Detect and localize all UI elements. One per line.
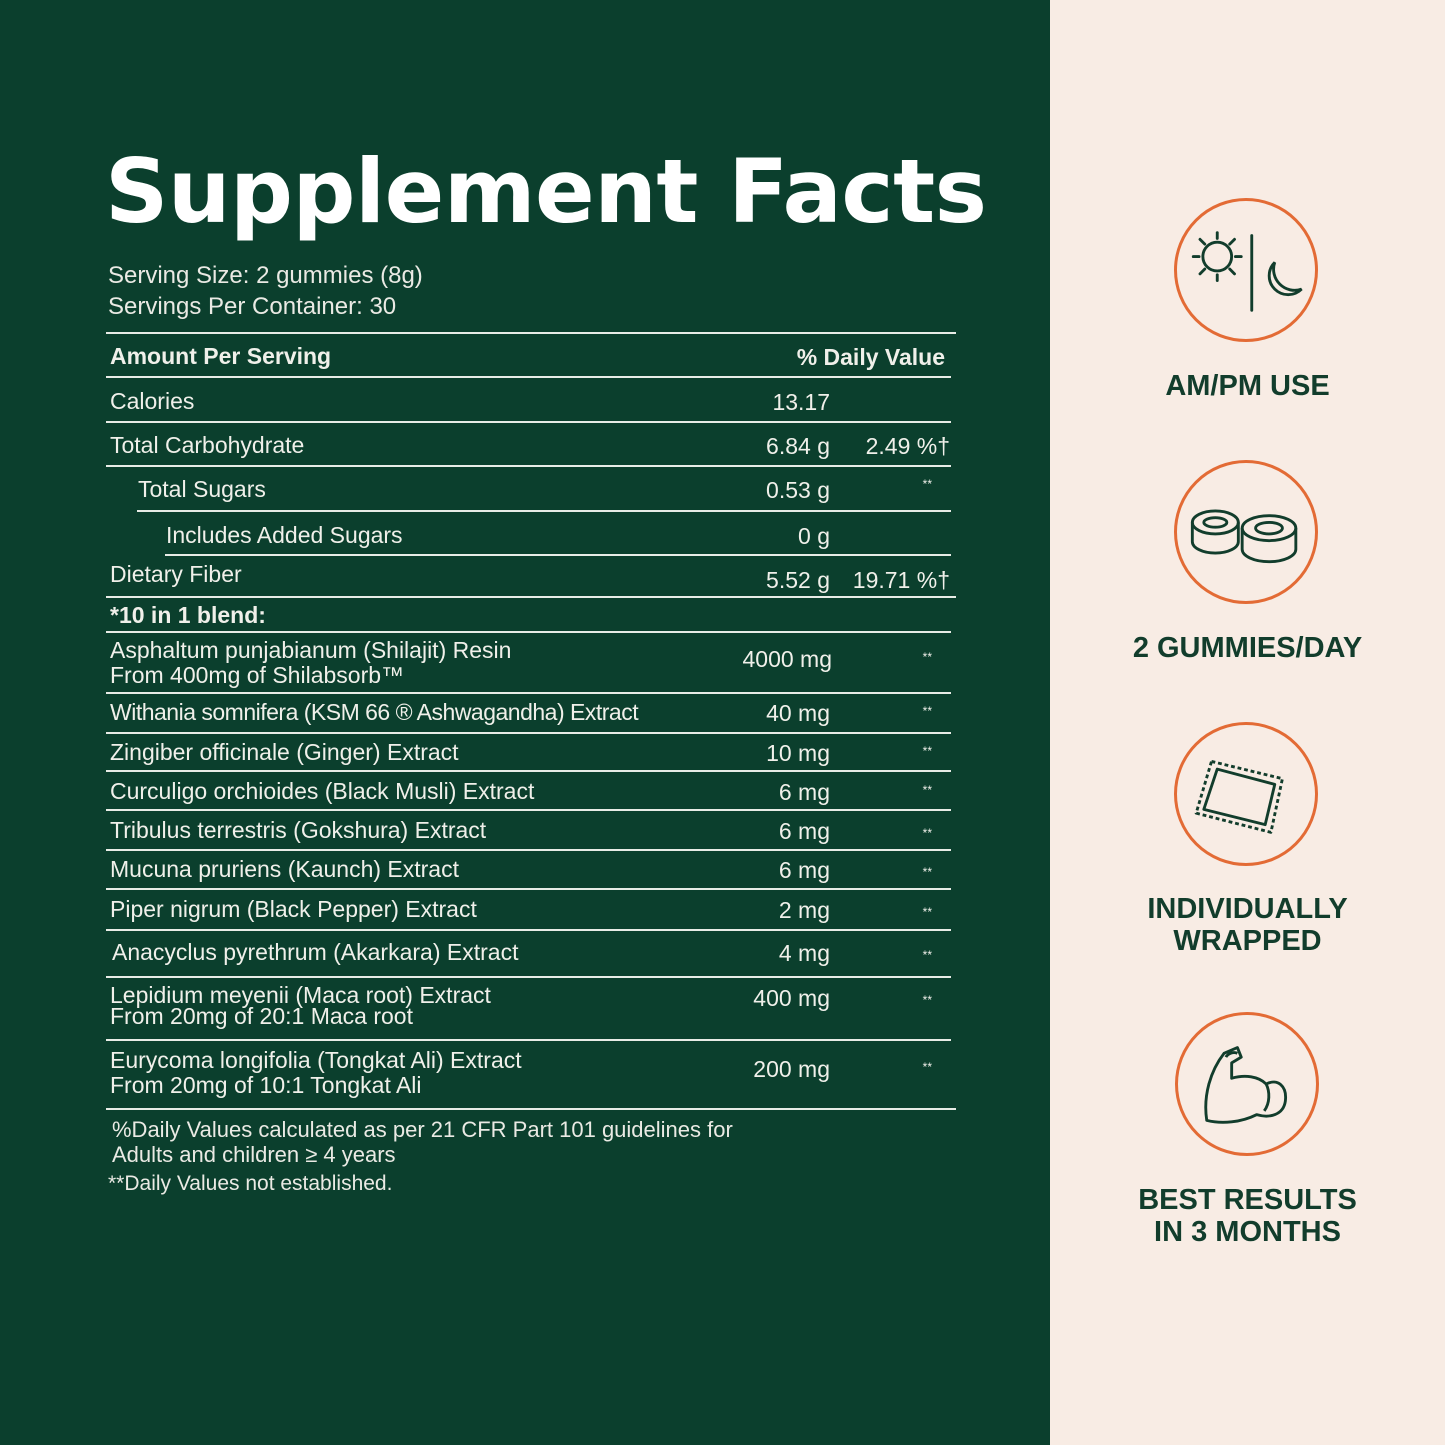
divider bbox=[106, 849, 951, 851]
ingredient-dv: ** bbox=[922, 783, 932, 797]
nutrient-amount: 5.52 g bbox=[766, 567, 830, 593]
flexed-arm-icon bbox=[1175, 1012, 1319, 1156]
ingredient-amount: 4 mg bbox=[778, 940, 830, 966]
divider bbox=[106, 1108, 956, 1110]
feature-label-gummies: 2 GUMMIES/DAY bbox=[1132, 632, 1363, 664]
feature-label-line: BEST RESULTS bbox=[1138, 1184, 1357, 1216]
nutrient-amount: 13.17 bbox=[772, 389, 830, 415]
ingredient-dv: ** bbox=[922, 865, 932, 879]
ingredient-dv: ** bbox=[922, 948, 932, 962]
feature-label-line: IN 3 MONTHS bbox=[1154, 1216, 1341, 1248]
divider bbox=[106, 976, 951, 978]
nutrient-name: Total Sugars bbox=[138, 476, 266, 502]
ingredient-amount: 6 mg bbox=[778, 857, 830, 883]
divider bbox=[106, 332, 956, 334]
divider bbox=[106, 888, 951, 890]
footnote-not-established: **Daily Values not established. bbox=[108, 1172, 393, 1195]
divider bbox=[106, 376, 951, 378]
ingredient-name: Piper nigrum (Black Pepper) Extract bbox=[110, 896, 477, 922]
ingredient-name: Curculigo orchioides (Black Musli) Extra… bbox=[110, 778, 535, 804]
servings-per-container: Servings Per Container: 30 bbox=[108, 293, 397, 320]
ingredient-dv: ** bbox=[922, 826, 932, 840]
ingredient-dv: ** bbox=[922, 1060, 932, 1074]
nutrient-amount: 0.53 g bbox=[766, 477, 830, 503]
ingredient-name: Lepidium meyenii (Maca root) Extract bbox=[110, 982, 491, 1008]
ingredient-name: Mucuna pruriens (Kaunch) Extract bbox=[110, 856, 459, 882]
ingredient-dv: ** bbox=[922, 744, 932, 758]
ingredient-name: Asphaltum punjabianum (Shilajit) Resin bbox=[110, 637, 512, 663]
ingredient-sub: From 20mg of 10:1 Tongkat Ali bbox=[110, 1072, 422, 1098]
footnote-dv: %Daily Values calculated as per 21 CFR P… bbox=[112, 1117, 733, 1142]
gummies-icon bbox=[1174, 460, 1318, 604]
ingredient-amount: 400 mg bbox=[753, 985, 830, 1011]
sun-moon-icon bbox=[1174, 198, 1318, 342]
ingredient-name: Eurycoma longifolia (Tongkat Ali) Extrac… bbox=[110, 1047, 522, 1073]
feature-label-results: BEST RESULTS IN 3 MONTHS bbox=[1050, 1184, 1445, 1248]
dv-header: % Daily Value bbox=[796, 344, 945, 370]
nutrient-amount: 0 g bbox=[798, 523, 830, 549]
supplement-facts-panel: Supplement Facts Serving Size: 2 gummies… bbox=[105, 140, 988, 1195]
ingredient-amount: 6 mg bbox=[778, 779, 830, 805]
nutrient-dv: 19.71 %† bbox=[852, 567, 950, 593]
ingredient-name: Zingiber officinale (Ginger) Extract bbox=[110, 739, 459, 765]
nutrient-dv: 2.49 %† bbox=[865, 433, 950, 459]
divider bbox=[106, 596, 956, 598]
footnote-age: Adults and children ≥ 4 years bbox=[112, 1142, 396, 1167]
ingredient-amount: 6 mg bbox=[778, 818, 830, 844]
nutrient-dv: ** bbox=[922, 477, 932, 491]
nutrient-name: Total Carbohydrate bbox=[110, 432, 305, 458]
divider bbox=[106, 692, 951, 694]
ingredient-name: Tribulus terrestris (Gokshura) Extract bbox=[110, 817, 487, 843]
divider bbox=[106, 809, 951, 811]
divider bbox=[106, 732, 951, 734]
feature-label-wrapped: INDIVIDUALLY WRAPPED bbox=[1050, 893, 1445, 957]
amount-header: Amount Per Serving bbox=[110, 343, 332, 369]
ingredient-dv: ** bbox=[922, 704, 932, 718]
serving-size: Serving Size: 2 gummies (8g) bbox=[108, 262, 423, 289]
divider bbox=[165, 554, 951, 556]
feature-label-line: INDIVIDUALLY bbox=[1147, 893, 1348, 925]
divider bbox=[106, 465, 951, 467]
divider bbox=[106, 929, 951, 931]
page-title: Supplement Facts bbox=[105, 140, 987, 243]
ingredient-amount: 4000 mg bbox=[742, 646, 832, 672]
ingredient-amount: 40 mg bbox=[766, 700, 830, 726]
ingredient-amount: 2 mg bbox=[778, 897, 830, 923]
ingredient-name: Anacyclus pyrethrum (Akarkara) Extract bbox=[112, 939, 519, 965]
ingredient-dv: ** bbox=[922, 650, 932, 664]
ingredient-dv: ** bbox=[922, 905, 932, 919]
feature-label-line: WRAPPED bbox=[1173, 925, 1322, 957]
divider bbox=[106, 631, 951, 633]
divider bbox=[106, 421, 951, 423]
feature-label-am-pm: AM/PM USE bbox=[1165, 370, 1330, 402]
divider bbox=[137, 510, 951, 512]
ingredient-sub: From 20mg of 20:1 Maca root bbox=[110, 1003, 413, 1029]
divider bbox=[106, 1039, 951, 1041]
blend-title-text: *10 in 1 blend: bbox=[110, 602, 266, 628]
nutrient-amount: 6.84 g bbox=[766, 433, 830, 459]
nutrient-name: Calories bbox=[110, 388, 195, 414]
ingredient-amount: 200 mg bbox=[753, 1056, 830, 1082]
ingredient-name: Withania somnifera (KSM 66 ® Ashwagandha… bbox=[110, 699, 639, 725]
ingredient-sub: From 400mg of Shilabsorb™ bbox=[110, 662, 405, 688]
ingredient-dv: ** bbox=[922, 993, 932, 1007]
ingredient-amount: 10 mg bbox=[766, 740, 830, 766]
divider bbox=[106, 770, 951, 772]
nutrient-name: Includes Added Sugars bbox=[166, 522, 403, 548]
wrapper-icon bbox=[1174, 722, 1318, 866]
nutrient-name: Dietary Fiber bbox=[110, 561, 242, 587]
